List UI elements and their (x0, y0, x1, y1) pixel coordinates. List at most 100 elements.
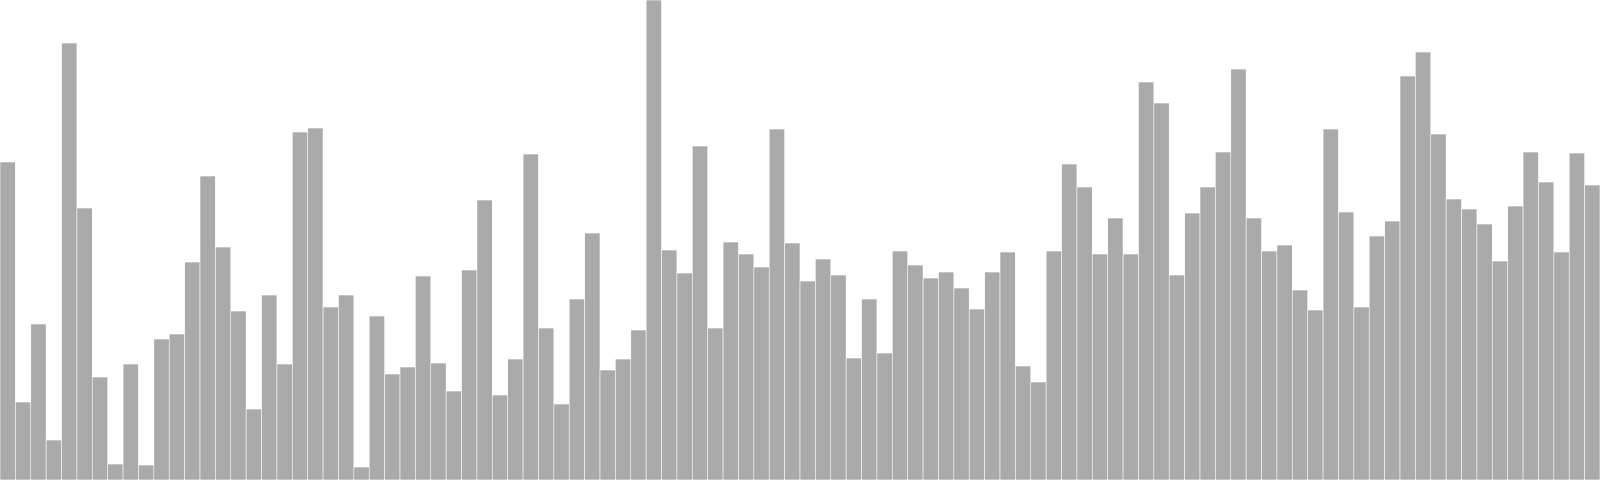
bar-34 (507, 358, 524, 480)
bar-101 (1538, 181, 1555, 480)
bar-99 (1507, 205, 1524, 480)
bar-84 (1276, 244, 1293, 480)
bar-81 (1230, 68, 1247, 480)
bar-13 (184, 261, 201, 480)
bar-75 (1138, 81, 1155, 480)
bar-30 (445, 390, 462, 480)
bar-37 (553, 403, 570, 480)
bar-47 (707, 327, 724, 480)
bar-5 (61, 42, 78, 480)
bar-20 (292, 131, 308, 480)
bar-69 (1045, 250, 1062, 480)
bar-82 (1245, 217, 1262, 480)
bar-26 (384, 373, 401, 480)
bar-64 (968, 308, 985, 480)
bar-44 (661, 249, 678, 480)
bar-35 (522, 153, 539, 480)
bar-58 (876, 352, 893, 480)
bar-71 (1076, 186, 1093, 480)
bar-36 (538, 327, 555, 480)
bar-31 (461, 269, 478, 480)
bar-29 (430, 362, 447, 480)
bar-77 (1168, 274, 1185, 480)
bar-61 (922, 277, 939, 480)
bar-11 (153, 338, 170, 480)
bar-57 (861, 298, 878, 480)
bar-3 (30, 323, 47, 480)
bar-45 (676, 272, 693, 480)
bar-39 (584, 232, 601, 480)
bar-42 (630, 329, 647, 480)
bar-24 (353, 466, 370, 480)
bar-27 (399, 366, 416, 480)
bar-1 (0, 161, 16, 480)
bar-76 (1153, 102, 1170, 480)
bar-79 (1199, 186, 1216, 480)
bar-83 (1261, 250, 1278, 480)
bar-8 (107, 463, 124, 480)
bar-52 (784, 242, 801, 480)
bar-33 (492, 394, 508, 480)
bar-15 (215, 246, 232, 480)
bar-41 (615, 358, 632, 480)
bar-97 (1476, 223, 1493, 480)
bar-67 (1015, 365, 1032, 480)
bar-96 (1461, 208, 1478, 480)
bar-23 (338, 294, 355, 480)
bar-53 (799, 280, 816, 480)
bar-93 (1415, 51, 1432, 480)
bar-66 (999, 251, 1016, 480)
bar-89 (1353, 306, 1370, 480)
bar-12 (168, 333, 185, 480)
bar-19 (276, 363, 293, 480)
bar-25 (368, 315, 385, 480)
bar-38 (568, 298, 585, 480)
bar-21 (307, 127, 324, 480)
bar-10 (138, 464, 155, 480)
bar-100 (1522, 151, 1539, 480)
bar-18 (261, 294, 278, 480)
bar-4 (45, 439, 62, 480)
bar-92 (1399, 75, 1416, 480)
bar-103 (1568, 152, 1585, 480)
bar-56 (845, 357, 862, 480)
bar-49 (738, 253, 755, 480)
bar-104 (1584, 184, 1600, 480)
bar-59 (892, 250, 908, 480)
bar-72 (1092, 253, 1108, 480)
bar-91 (1384, 220, 1401, 480)
bar-16 (230, 310, 247, 480)
bar-62 (938, 271, 955, 480)
bar-17 (245, 408, 262, 480)
bar-7 (92, 376, 108, 480)
bar-2 (15, 401, 32, 480)
bar-80 (1215, 151, 1232, 480)
bar-51 (768, 128, 785, 480)
bar-73 (1107, 217, 1124, 480)
bar-102 (1553, 251, 1570, 480)
bar-43 (645, 0, 662, 480)
bar-78 (1184, 212, 1201, 480)
bar-74 (1122, 253, 1139, 480)
bar-85 (1292, 289, 1308, 480)
bar-48 (722, 241, 739, 480)
bar-40 (599, 369, 616, 480)
bar-9 (122, 363, 139, 480)
bar-94 (1430, 133, 1447, 480)
bar-98 (1492, 260, 1508, 480)
bar-90 (1368, 235, 1385, 480)
bar-63 (953, 287, 970, 480)
bar-68 (1030, 381, 1047, 480)
bar-54 (815, 258, 832, 480)
bar-46 (692, 145, 708, 480)
bar-60 (907, 264, 924, 480)
bar-32 (476, 199, 493, 480)
bar-6 (76, 207, 93, 480)
bar-88 (1338, 211, 1355, 480)
bar-28 (415, 275, 432, 480)
bar-70 (1061, 163, 1078, 480)
bar-65 (984, 271, 1001, 480)
bar-95 (1445, 198, 1462, 480)
